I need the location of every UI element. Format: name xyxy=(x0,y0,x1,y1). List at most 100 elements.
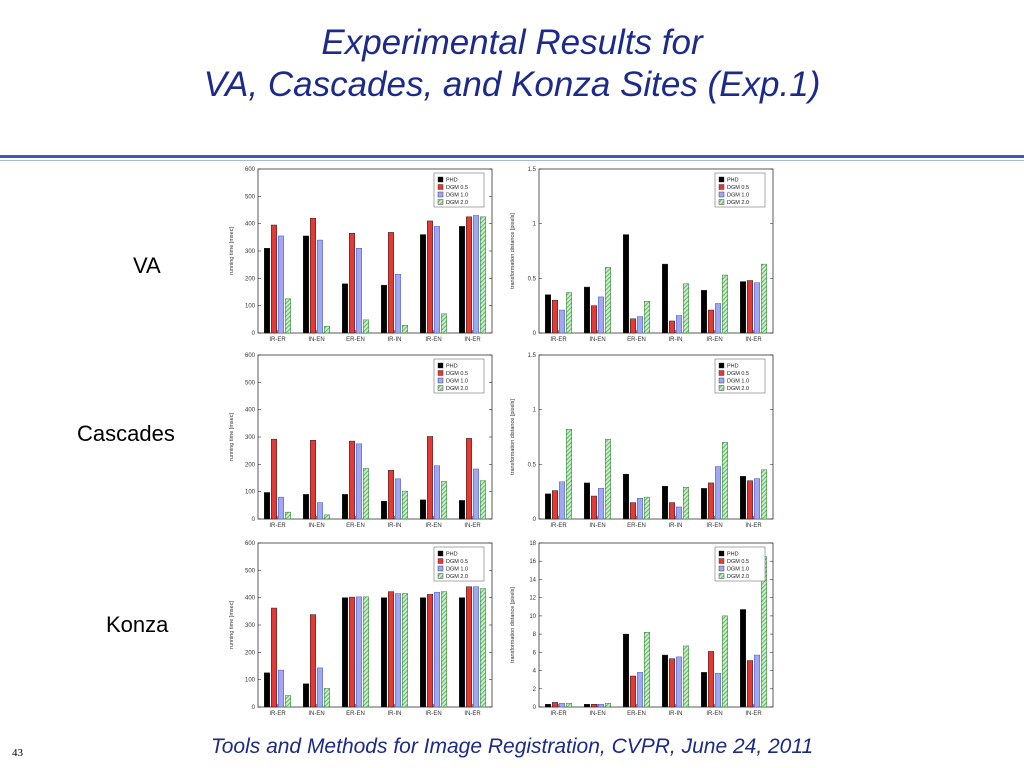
legend-swatch-phd xyxy=(437,176,444,183)
bar-dgm-2-0-ir-en xyxy=(722,442,728,520)
bar-dgm-0-5-ir-er xyxy=(271,224,277,334)
legend-label-phd: PHD xyxy=(727,552,739,558)
bar-dgm-2-0-ir-en xyxy=(441,481,447,520)
legend-label-phd: PHD xyxy=(446,552,458,558)
y-axis-label: transformation distance [pixels] xyxy=(510,399,516,475)
legend-label-dgm-0-5: DGM 0.5 xyxy=(727,371,749,377)
legend-label-dgm-1-0: DGM 1.0 xyxy=(446,379,468,385)
legend-swatch-dgm-0-5 xyxy=(718,558,725,564)
bar-dgm-0-5-in-en xyxy=(591,495,597,520)
bar-phd-ir-in xyxy=(381,597,387,708)
legend-label-dgm-1-0: DGM 1.0 xyxy=(727,193,749,199)
y-tick-label: 0 xyxy=(252,705,256,711)
y-tick-label: 8 xyxy=(533,632,537,638)
bar-dgm-1-0-in-en xyxy=(317,239,323,334)
bar-dgm-1-0-ir-er xyxy=(559,309,565,334)
bar-phd-ir-er xyxy=(264,672,270,708)
legend-swatch-dgm-0-5 xyxy=(437,558,444,564)
bar-dgm-1-0-in-er xyxy=(473,468,479,520)
legend-swatch-phd xyxy=(437,550,444,557)
x-tick-label-ir-er: IR-ER xyxy=(269,523,286,529)
bar-dgm-0-5-in-er xyxy=(747,280,753,334)
bar-dgm-1-0-ir-en xyxy=(715,303,721,334)
bar-dgm-2-0-ir-en xyxy=(722,615,728,708)
legend-label-dgm-0-5: DGM 0.5 xyxy=(446,559,468,565)
x-tick-label-ir-er: IR-ER xyxy=(269,711,286,717)
bar-dgm-0-5-in-er xyxy=(466,438,472,520)
bar-phd-er-en xyxy=(342,283,348,334)
bar-dgm-1-0-in-en xyxy=(598,488,604,520)
x-tick-label-ir-in: IR-IN xyxy=(669,711,683,717)
bar-phd-ir-en xyxy=(701,290,707,334)
bar-dgm-2-0-ir-en xyxy=(441,591,447,708)
y-tick-label: 2 xyxy=(533,687,537,693)
bar-dgm-2-0-in-en xyxy=(324,514,330,520)
bar-phd-ir-er xyxy=(264,248,270,334)
bar-dgm-2-0-in-en xyxy=(324,325,330,334)
y-tick-label: 16 xyxy=(529,559,536,565)
x-tick-label-in-er: IN-ER xyxy=(464,711,481,717)
bar-dgm-2-0-ir-er xyxy=(566,429,572,520)
y-axis-label: transformation distance [pixels] xyxy=(510,213,516,289)
bar-dgm-2-0-in-er xyxy=(480,216,486,334)
bar-dgm-1-0-in-en xyxy=(317,667,323,708)
bar-dgm-2-0-er-en xyxy=(363,596,369,708)
bar-dgm-2-0-ir-er xyxy=(566,292,572,334)
bar-dgm-2-0-ir-in xyxy=(402,593,408,708)
bar-phd-in-er xyxy=(740,476,746,520)
bar-phd-ir-er xyxy=(264,492,270,520)
legend-swatch-phd xyxy=(437,362,444,369)
legend-swatch-dgm-1-0 xyxy=(437,565,444,572)
legend-swatch-dgm-0-5 xyxy=(437,370,444,376)
x-tick-label-in-er: IN-ER xyxy=(745,711,762,717)
x-tick-label-ir-er: IR-ER xyxy=(550,523,567,529)
chart-va-transformation-distance: 0 0.5 1 1.5 transformation distance [pixels]… xyxy=(510,167,774,343)
bar-phd-in-er xyxy=(740,609,746,708)
bar-dgm-0-5-in-er xyxy=(466,216,472,334)
bar-dgm-2-0-in-en xyxy=(605,267,611,334)
bar-dgm-0-5-in-en xyxy=(310,217,316,334)
x-tick-label-ir-en: IR-EN xyxy=(706,337,722,343)
legend-label-dgm-1-0: DGM 1.0 xyxy=(446,567,468,573)
x-tick-label-er-en: ER-EN xyxy=(627,711,646,717)
y-tick-label: 100 xyxy=(245,490,256,496)
y-axis-label: running time [msec] xyxy=(229,413,235,461)
legend-label-dgm-2-0: DGM 2.0 xyxy=(727,200,749,206)
bar-dgm-1-0-er-en xyxy=(356,596,362,708)
bar-dgm-1-0-in-er xyxy=(473,586,479,708)
y-tick-label: 500 xyxy=(245,568,256,574)
bar-dgm-2-0-ir-er xyxy=(566,703,572,708)
bar-dgm-0-5-ir-er xyxy=(271,438,277,520)
bar-dgm-2-0-er-en xyxy=(363,468,369,520)
x-tick-label-ir-en: IR-EN xyxy=(706,711,722,717)
bar-phd-ir-er xyxy=(545,294,551,334)
bar-dgm-2-0-in-en xyxy=(605,703,611,708)
bar-dgm-1-0-in-er xyxy=(473,215,479,334)
legend-swatch-dgm-2-0 xyxy=(718,573,725,579)
bar-phd-ir-in xyxy=(662,485,668,520)
bar-dgm-1-0-in-er xyxy=(754,654,760,708)
bar-dgm-2-0-ir-in xyxy=(683,487,689,520)
footer-text: Tools and Methods for Image Registration… xyxy=(210,735,814,758)
x-tick-label-er-en: ER-EN xyxy=(346,337,365,343)
bar-dgm-1-0-ir-en xyxy=(434,226,440,334)
bar-dgm-2-0-in-er xyxy=(480,588,486,708)
bar-dgm-1-0-in-en xyxy=(598,296,604,334)
bar-dgm-0-5-ir-en xyxy=(708,309,714,334)
bar-dgm-0-5-in-en xyxy=(591,305,597,334)
y-tick-label: 1.5 xyxy=(528,167,537,173)
bar-phd-in-en xyxy=(584,704,590,708)
y-tick-label: 0 xyxy=(533,705,537,711)
x-tick-label-ir-en: IR-EN xyxy=(706,523,722,529)
legend-swatch-dgm-2-0 xyxy=(718,199,725,205)
x-tick-label-in-er: IN-ER xyxy=(464,523,481,529)
bar-phd-ir-er xyxy=(545,493,551,520)
y-tick-label: 400 xyxy=(245,222,256,228)
y-axis-label: transformation distance [pixels] xyxy=(510,587,516,663)
y-tick-label: 300 xyxy=(245,623,256,629)
bar-dgm-1-0-ir-en xyxy=(434,591,440,708)
x-tick-label-ir-er: IR-ER xyxy=(550,711,567,717)
x-tick-label-in-en: IN-EN xyxy=(589,337,605,343)
y-tick-label: 0 xyxy=(533,517,537,523)
bar-phd-in-en xyxy=(303,683,309,708)
